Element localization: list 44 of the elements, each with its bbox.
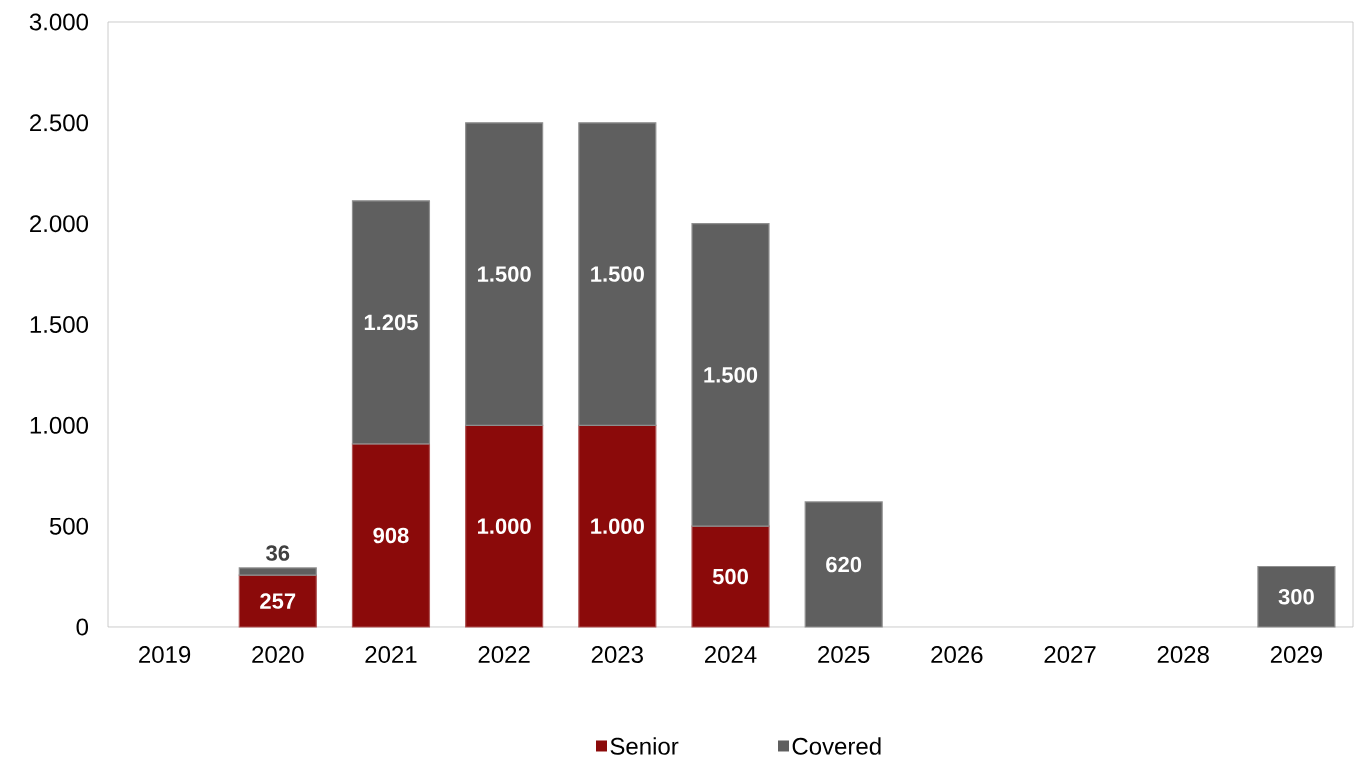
x-tick-label: 2026 [931, 646, 983, 664]
bar [238, 567, 317, 576]
legend-label: Senior [610, 737, 679, 755]
bar [578, 424, 657, 628]
data-label: 1.000 [591, 518, 644, 534]
bar [691, 525, 770, 628]
x-tick-label: 2025 [818, 646, 870, 664]
y-tick-label: 2.000 [30, 215, 89, 233]
y-tick-label: 500 [49, 517, 89, 535]
x-tick-label: 2020 [252, 646, 304, 664]
y-tick-label: 1.000 [30, 416, 89, 434]
data-label: 257 [260, 593, 296, 609]
data-label: 908 [373, 527, 409, 544]
data-label: 1.000 [477, 518, 531, 534]
bar [465, 424, 544, 628]
y-tick-label: 2.500 [30, 114, 89, 132]
y-tick-label: 0 [76, 618, 89, 636]
bar [351, 200, 431, 445]
x-tick-label: 2028 [1157, 646, 1209, 664]
bar [351, 443, 431, 628]
x-tick-label: 2019 [139, 646, 191, 664]
bar [1257, 565, 1336, 628]
bar [804, 501, 883, 628]
data-label: 1.500 [591, 266, 644, 282]
y-tick-label: 3.000 [29, 13, 89, 31]
legend-label: Covered [792, 737, 881, 755]
bar [578, 122, 657, 426]
bar [465, 122, 544, 426]
x-tick-label: 2023 [591, 646, 643, 664]
x-tick-label: 2022 [478, 646, 530, 664]
data-label: 1.500 [704, 367, 758, 383]
y-tick-label: 1.500 [30, 316, 89, 333]
bar [238, 574, 317, 628]
data-label: 36 [266, 545, 290, 561]
bar [691, 223, 770, 527]
x-tick-label: 2029 [1270, 646, 1322, 664]
data-label: 500 [712, 568, 748, 585]
data-label: 620 [826, 556, 862, 573]
x-tick-label: 2021 [365, 646, 417, 664]
x-tick-label: 2024 [705, 646, 757, 664]
data-label: 1.205 [364, 314, 418, 331]
data-label: 1.500 [477, 266, 531, 282]
data-label: 300 [1278, 588, 1314, 605]
x-tick-label: 2027 [1044, 646, 1096, 664]
